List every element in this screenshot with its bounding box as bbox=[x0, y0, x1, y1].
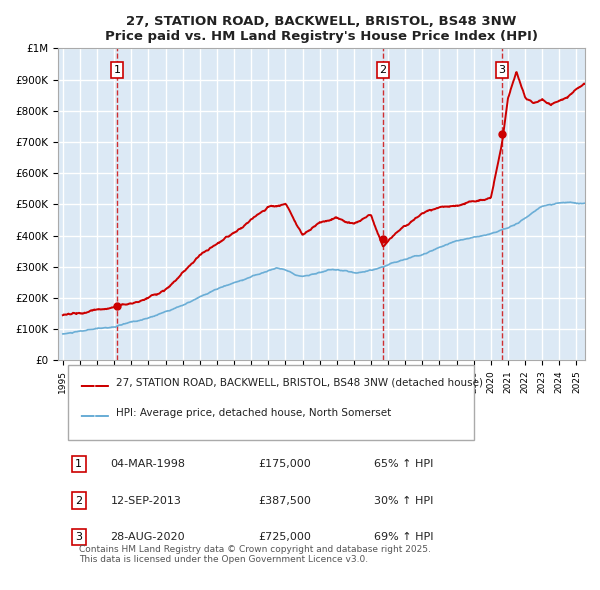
Text: 1: 1 bbox=[76, 459, 82, 469]
Text: 3: 3 bbox=[499, 65, 506, 75]
Text: 04-MAR-1998: 04-MAR-1998 bbox=[110, 459, 185, 469]
Text: 28-AUG-2020: 28-AUG-2020 bbox=[110, 532, 185, 542]
Title: 27, STATION ROAD, BACKWELL, BRISTOL, BS48 3NW
Price paid vs. HM Land Registry's : 27, STATION ROAD, BACKWELL, BRISTOL, BS4… bbox=[105, 15, 538, 43]
Text: £175,000: £175,000 bbox=[258, 459, 311, 469]
FancyBboxPatch shape bbox=[68, 365, 474, 440]
Text: 65% ↑ HPI: 65% ↑ HPI bbox=[374, 459, 433, 469]
Text: ——: —— bbox=[79, 408, 110, 422]
Text: Contains HM Land Registry data © Crown copyright and database right 2025.
This d: Contains HM Land Registry data © Crown c… bbox=[79, 545, 431, 564]
Text: 69% ↑ HPI: 69% ↑ HPI bbox=[374, 532, 434, 542]
Text: £387,500: £387,500 bbox=[258, 496, 311, 506]
Text: ——: —— bbox=[79, 378, 110, 392]
Text: 12-SEP-2013: 12-SEP-2013 bbox=[110, 496, 181, 506]
Text: 1: 1 bbox=[113, 65, 121, 75]
Text: 30% ↑ HPI: 30% ↑ HPI bbox=[374, 496, 433, 506]
Text: 2: 2 bbox=[75, 496, 82, 506]
Text: 27, STATION ROAD, BACKWELL, BRISTOL, BS48 3NW (detached house): 27, STATION ROAD, BACKWELL, BRISTOL, BS4… bbox=[116, 378, 483, 388]
Text: 2: 2 bbox=[379, 65, 386, 75]
Text: £725,000: £725,000 bbox=[258, 532, 311, 542]
Text: HPI: Average price, detached house, North Somerset: HPI: Average price, detached house, Nort… bbox=[116, 408, 391, 418]
Text: 3: 3 bbox=[76, 532, 82, 542]
